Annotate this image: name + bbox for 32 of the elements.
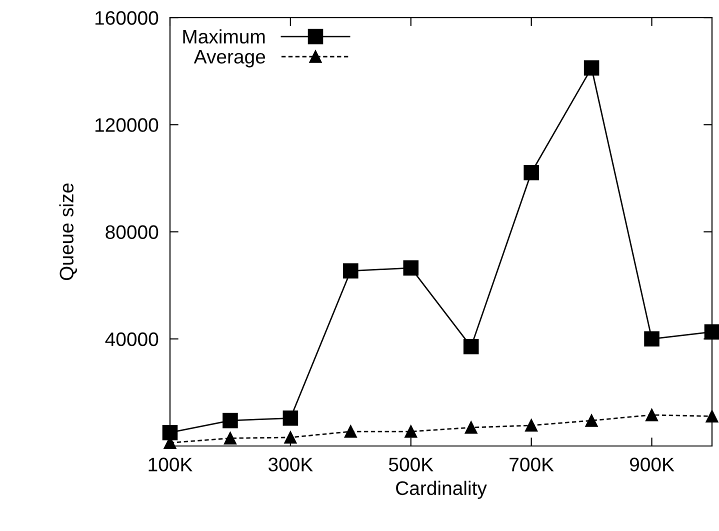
point: [403, 260, 419, 276]
x-axis-title: Cardinality: [396, 480, 487, 499]
x-tick-label: 900K: [630, 458, 674, 472]
y-tick-label: 80000: [106, 225, 158, 240]
point: [524, 164, 539, 180]
point: [224, 432, 236, 444]
point: [464, 421, 478, 434]
x-tick-label: 700K: [510, 458, 554, 472]
x-tick-label: 500K: [388, 458, 434, 472]
point: [162, 424, 178, 440]
point: [343, 263, 358, 279]
point: [585, 414, 598, 427]
point: [706, 410, 718, 423]
y-tick-label: 160000: [95, 11, 158, 25]
point: [463, 339, 479, 354]
x-tick-label: 300K: [268, 458, 313, 472]
y-tick-label: 120000: [95, 118, 158, 132]
point: [284, 431, 297, 444]
point: [404, 425, 418, 438]
point: [344, 425, 357, 438]
point: [644, 331, 660, 347]
x-tick-label: 100K: [148, 458, 192, 472]
point: [584, 60, 600, 76]
point: [646, 408, 658, 422]
legend-label: Maximum: [183, 29, 265, 44]
point: [282, 410, 298, 426]
legend-label: Average: [194, 50, 266, 68]
point: [704, 324, 719, 340]
y-axis-title: Queue size: [59, 183, 77, 280]
y-tick-label: 40000: [105, 332, 158, 346]
point: [222, 412, 238, 428]
point: [525, 419, 538, 432]
